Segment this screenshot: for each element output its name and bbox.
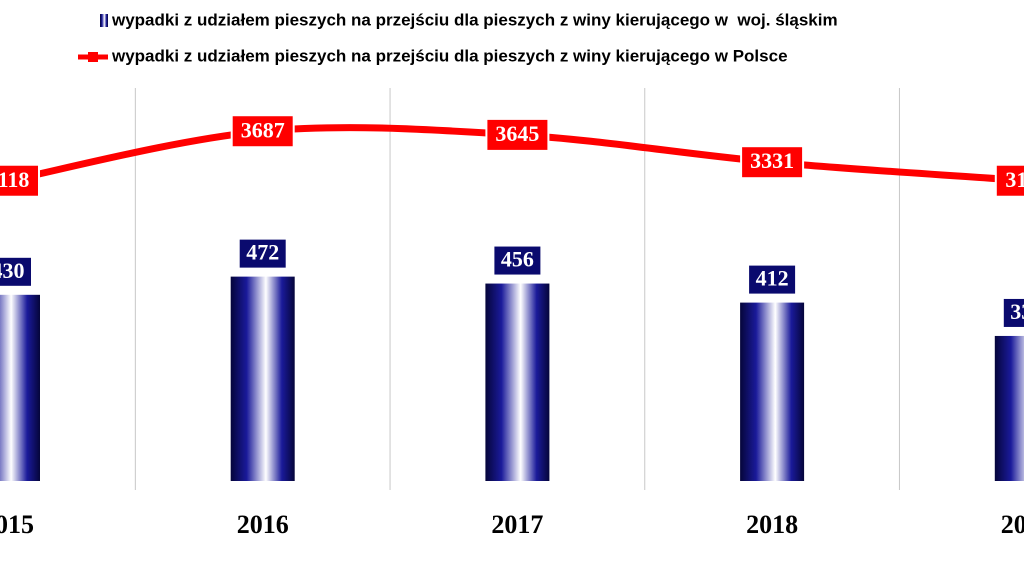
value-label: 335 — [1010, 299, 1024, 324]
value-label-box — [492, 244, 543, 277]
x-tick-label: 2017 — [491, 510, 543, 539]
legend-label: wypadki z udziałem pieszych na przejściu… — [111, 46, 788, 65]
value-label: 456 — [501, 247, 534, 272]
x-tick-label: 2018 — [746, 510, 798, 539]
value-label: 430 — [0, 258, 25, 283]
value-label-box — [740, 145, 805, 180]
value-label: 3331 — [750, 148, 794, 173]
value-label-box — [230, 114, 295, 149]
value-label-box — [1001, 296, 1024, 329]
bar — [0, 294, 40, 481]
value-label: 412 — [756, 266, 789, 291]
value-label: 472 — [246, 240, 279, 265]
x-tick-label: 2019 — [1001, 510, 1024, 539]
legend-marker — [88, 52, 98, 62]
value-label-box — [0, 163, 40, 198]
legend-swatch-bar — [100, 14, 108, 27]
bar — [994, 335, 1024, 481]
legend-label: wypadki z udziałem pieszych na przejściu… — [111, 10, 838, 29]
value-label-box — [237, 237, 288, 270]
bar — [740, 302, 805, 481]
x-tick-label: 2016 — [237, 510, 289, 539]
bar — [230, 276, 295, 481]
value-label-box — [485, 117, 550, 152]
value-label-box — [747, 263, 798, 296]
value-label: 3645 — [495, 121, 539, 146]
value-label-box — [0, 255, 33, 288]
bar — [485, 283, 550, 481]
value-label-box — [994, 163, 1024, 198]
value-label: 3687 — [241, 117, 285, 142]
x-tick-label: 2015 — [0, 510, 34, 539]
